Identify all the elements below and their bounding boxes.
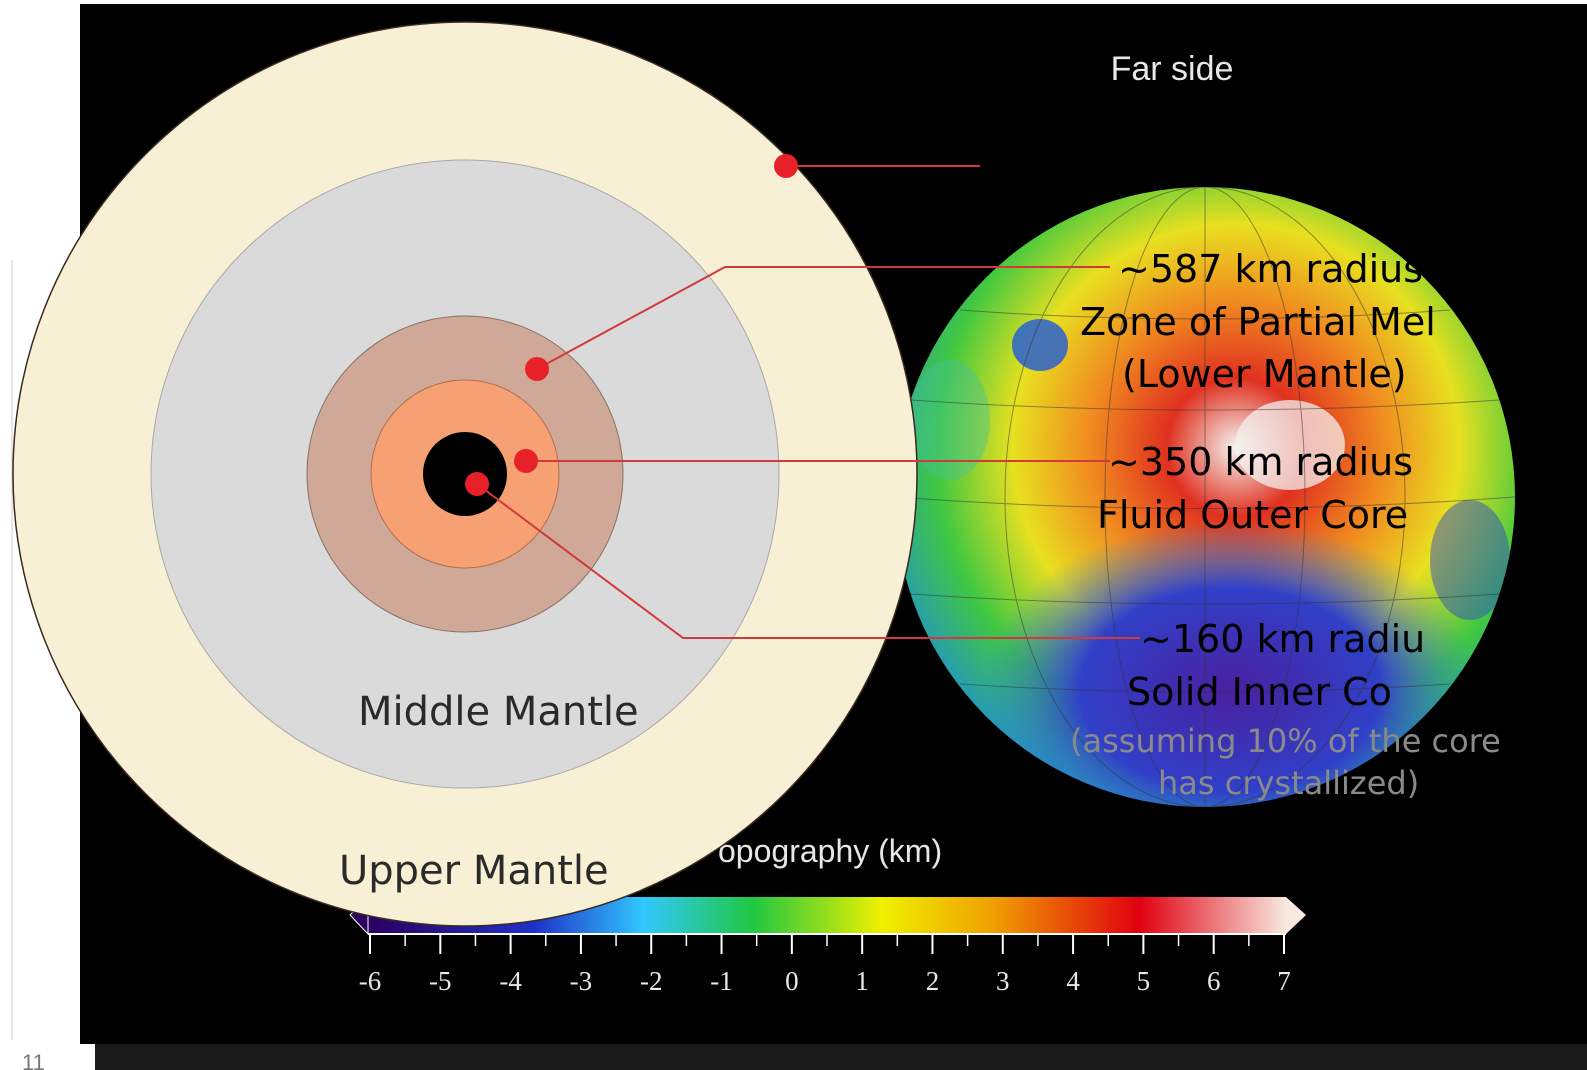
colorbar-tick-label: 3 xyxy=(996,966,1010,996)
colorbar-tick-label: -6 xyxy=(359,966,382,996)
crust-marker xyxy=(774,154,798,178)
map-title: Far side xyxy=(1111,50,1234,88)
upper-mantle-label: Upper Mantle xyxy=(339,848,609,894)
far-side-topography-map xyxy=(895,187,1515,807)
colorbar-ticks: -6 -5 -4 -3 -2 -1 0 1 2 3 4 5 6 7 xyxy=(359,934,1291,996)
lower-mantle-leader-line xyxy=(536,266,1110,370)
inner-core-leader-line xyxy=(476,483,1140,639)
colorbar-tick-label: 1 xyxy=(855,966,869,996)
colorbar-tick-label: -3 xyxy=(570,966,593,996)
colorbar-tick-label: -5 xyxy=(429,966,452,996)
colorbar-title: opography (km) xyxy=(718,833,942,869)
inner-core-note-line1: (assuming 10% of the core xyxy=(1070,722,1501,760)
lower-mantle-zone-label: Zone of Partial Mel xyxy=(1080,300,1436,344)
colorbar-tick-label: 5 xyxy=(1137,966,1151,996)
inner-core-marker xyxy=(465,472,489,496)
colorbar-tick-label: 2 xyxy=(926,966,940,996)
colorbar-tick-label: 6 xyxy=(1207,966,1221,996)
inner-core-note-line2: has crystallized) xyxy=(1158,764,1419,802)
colorbar-tick-label: -2 xyxy=(640,966,663,996)
inner-core-name-label: Solid Inner Co xyxy=(1127,670,1392,714)
lower-mantle-marker xyxy=(525,357,549,381)
colorbar-tick-label: 4 xyxy=(1066,966,1080,996)
middle-mantle-label: Middle Mantle xyxy=(358,689,639,735)
outer-core-marker xyxy=(514,449,538,473)
solid-inner-core-layer xyxy=(423,432,507,516)
outer-core-radius-label: ~350 km radius xyxy=(1108,440,1413,484)
colorbar-right-arrow xyxy=(1286,897,1306,934)
outer-core-name-label: Fluid Outer Core xyxy=(1097,493,1408,537)
layer-markers xyxy=(465,154,798,496)
colorbar-tick-label: 0 xyxy=(785,966,799,996)
inner-core-radius-label: ~160 km radiu xyxy=(1140,617,1425,661)
slide-footer-strip xyxy=(95,1044,1587,1070)
colorbar-tick-label: 7 xyxy=(1277,966,1291,996)
crust-label: Anorthositic Crus xyxy=(985,145,1311,189)
colorbar-tick-label: -1 xyxy=(710,966,733,996)
moon-interior-cross-section xyxy=(12,21,918,927)
colorbar-tick-label: -4 xyxy=(499,966,522,996)
leader-lines xyxy=(476,165,1140,639)
lower-mantle-radius-label: ~587 km radius xyxy=(1118,247,1423,291)
lower-mantle-name-label: (Lower Mantle) xyxy=(1122,352,1407,396)
page-number: 11 xyxy=(22,1050,45,1070)
